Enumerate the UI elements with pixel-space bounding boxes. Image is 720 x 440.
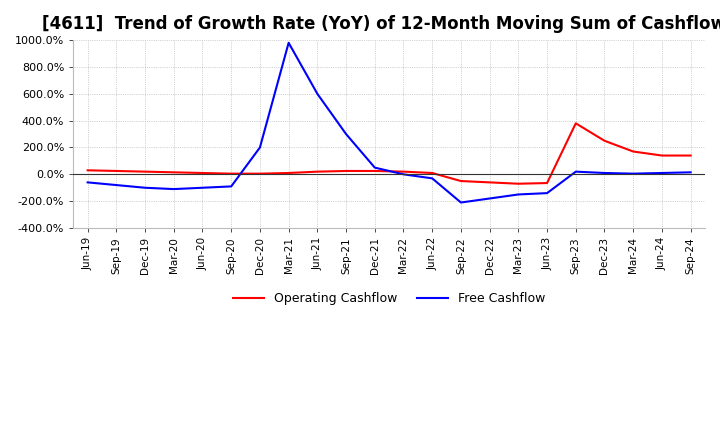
Free Cashflow	[600, 170, 609, 176]
Operating Cashflow	[456, 178, 465, 183]
Operating Cashflow	[371, 169, 379, 174]
Free Cashflow	[227, 184, 235, 189]
Operating Cashflow	[543, 180, 552, 186]
Free Cashflow	[399, 172, 408, 177]
Free Cashflow	[371, 165, 379, 170]
Free Cashflow	[543, 191, 552, 196]
Operating Cashflow	[84, 168, 92, 173]
Free Cashflow	[140, 185, 149, 191]
Operating Cashflow	[112, 169, 121, 174]
Operating Cashflow	[284, 170, 293, 176]
Line: Free Cashflow: Free Cashflow	[88, 43, 690, 202]
Line: Operating Cashflow: Operating Cashflow	[88, 123, 690, 184]
Operating Cashflow	[342, 169, 351, 174]
Free Cashflow	[256, 145, 264, 150]
Operating Cashflow	[514, 181, 523, 187]
Operating Cashflow	[600, 138, 609, 143]
Operating Cashflow	[399, 169, 408, 174]
Operating Cashflow	[140, 169, 149, 174]
Free Cashflow	[485, 196, 494, 201]
Free Cashflow	[198, 185, 207, 191]
Free Cashflow	[629, 171, 637, 176]
Operating Cashflow	[686, 153, 695, 158]
Free Cashflow	[686, 170, 695, 175]
Operating Cashflow	[227, 171, 235, 176]
Free Cashflow	[456, 200, 465, 205]
Title: [4611]  Trend of Growth Rate (YoY) of 12-Month Moving Sum of Cashflows: [4611] Trend of Growth Rate (YoY) of 12-…	[42, 15, 720, 33]
Free Cashflow	[169, 187, 178, 192]
Operating Cashflow	[198, 170, 207, 176]
Free Cashflow	[342, 132, 351, 137]
Operating Cashflow	[485, 180, 494, 185]
Free Cashflow	[572, 169, 580, 174]
Free Cashflow	[112, 183, 121, 188]
Operating Cashflow	[256, 171, 264, 176]
Operating Cashflow	[313, 169, 322, 174]
Operating Cashflow	[629, 149, 637, 154]
Free Cashflow	[313, 91, 322, 96]
Legend: Operating Cashflow, Free Cashflow: Operating Cashflow, Free Cashflow	[228, 287, 550, 310]
Free Cashflow	[84, 180, 92, 185]
Free Cashflow	[657, 170, 666, 176]
Free Cashflow	[514, 192, 523, 197]
Operating Cashflow	[572, 121, 580, 126]
Operating Cashflow	[657, 153, 666, 158]
Free Cashflow	[428, 176, 436, 181]
Operating Cashflow	[169, 170, 178, 175]
Operating Cashflow	[428, 170, 436, 176]
Free Cashflow	[284, 40, 293, 45]
